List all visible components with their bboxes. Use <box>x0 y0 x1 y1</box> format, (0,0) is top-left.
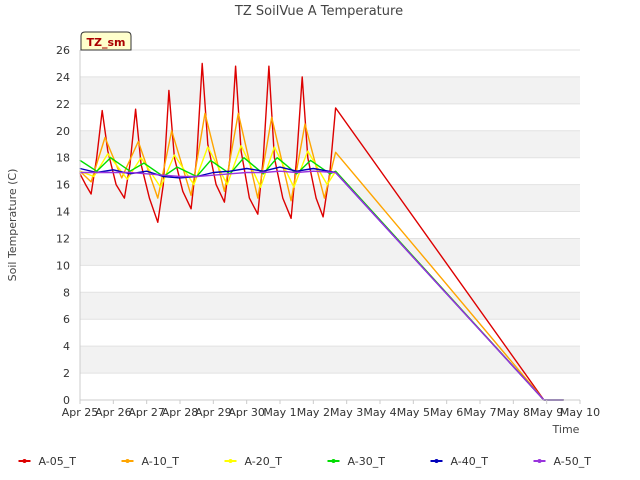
x-tick-label: May 4 <box>363 406 396 419</box>
y-tick-label: 22 <box>56 98 70 111</box>
y-tick-label: 10 <box>56 259 70 272</box>
grid-band <box>80 130 580 158</box>
x-tick-label: Apr 28 <box>162 406 199 419</box>
legend-label-a-20-t: A-20_T <box>245 455 283 468</box>
grid-band <box>80 265 580 293</box>
y-tick-label: 8 <box>63 286 70 299</box>
grid-band <box>80 76 580 104</box>
legend-marker-a-10-t <box>125 459 130 463</box>
series-line-a-10-t <box>79 112 564 401</box>
grid-band <box>80 103 580 131</box>
legend-label-a-40-t: A-40_T <box>451 455 489 468</box>
x-tick-label: May 1 <box>263 406 296 419</box>
x-tick-label: May 10 <box>560 406 600 419</box>
site-label-box: TZ_sm <box>80 31 132 51</box>
y-tick-label: 18 <box>56 152 70 165</box>
x-tick-label: May 2 <box>297 406 330 419</box>
x-tick-label: Apr 29 <box>195 406 232 419</box>
legend-marker-a-20-t <box>228 459 233 463</box>
legend-label-a-05-t: A-05_T <box>39 455 77 468</box>
x-tick-label: May 6 <box>430 406 463 419</box>
x-tick-label: May 3 <box>330 406 363 419</box>
chart-title: TZ SoilVue A Temperature <box>234 4 403 19</box>
legend-marker-a-30-t <box>331 459 336 463</box>
y-tick-label: 16 <box>56 179 70 192</box>
x-tick-label: Apr 30 <box>228 406 265 419</box>
x-tick-label: Apr 27 <box>128 406 165 419</box>
grid-band <box>80 346 580 374</box>
x-tick-label: Apr 25 <box>62 406 99 419</box>
x-tick-label: May 7 <box>463 406 496 419</box>
legend-marker-a-05-t <box>22 459 27 463</box>
y-tick-label: 12 <box>56 232 70 245</box>
x-tick-label: Apr 26 <box>95 406 132 419</box>
legend: A-05_T A-10_T A-20_T A-30_T A-40_T A-50_T <box>18 455 592 468</box>
site-label-background <box>80 31 132 51</box>
y-tick-label: 4 <box>63 340 70 353</box>
series-lines <box>79 62 564 401</box>
y-tick-label: 26 <box>56 44 70 57</box>
series-line-a-50-t <box>79 170 564 401</box>
grid-band <box>80 238 580 266</box>
site-label: TZ_sm <box>87 36 126 49</box>
grid-band <box>80 50 580 77</box>
series-line-a-20-t <box>79 144 564 401</box>
x-axis-label: Time <box>552 423 580 436</box>
legend-marker-a-40-t <box>434 459 439 463</box>
legend-label-a-50-t: A-50_T <box>554 455 592 468</box>
grid-bands <box>80 49 580 401</box>
y-tick-label: 6 <box>63 313 70 326</box>
series-line-a-05-t <box>79 62 564 401</box>
grid-band <box>80 373 580 400</box>
grid-band <box>80 211 580 239</box>
x-tick-label: May 8 <box>497 406 530 419</box>
y-tick-label: 0 <box>63 394 70 407</box>
x-tick-label: May 9 <box>530 406 563 419</box>
y-axis-label: Soil Temperature (C) <box>6 169 19 282</box>
legend-marker-a-50-t <box>537 459 542 463</box>
y-tick-label: 20 <box>56 125 70 138</box>
x-tick-label: May 5 <box>397 406 430 419</box>
y-tick-label: 2 <box>63 367 70 380</box>
y-tick-label: 14 <box>56 206 70 219</box>
legend-label-a-30-t: A-30_T <box>348 455 386 468</box>
grid-band <box>80 292 580 320</box>
y-tick-label: 24 <box>56 71 70 84</box>
legend-label-a-10-t: A-10_T <box>142 455 180 468</box>
grid-band <box>80 319 580 347</box>
